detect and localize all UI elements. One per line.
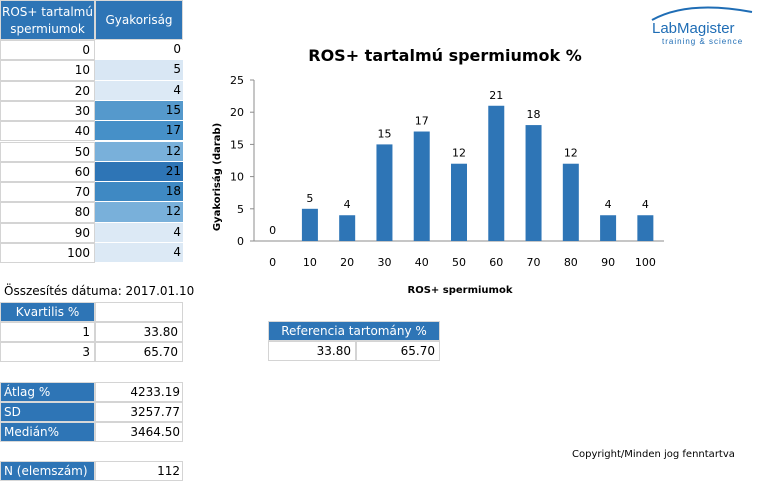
reference-header: Referencia tartomány % [268,321,440,341]
bar [339,215,356,241]
x-tick-label: 70 [527,256,541,269]
table-row-ros-value: 0 [0,40,95,61]
labmagister-logo: LabMagister training & science [648,4,756,48]
x-tick-label: 0 [269,256,276,269]
bar-data-label: 4 [642,198,649,211]
table-row-ros-value: 50 [0,141,95,162]
quartile-header: Kvartilis % [0,302,95,322]
x-tick-label: 50 [452,256,466,269]
bar [451,163,467,241]
stat-sd-label: SD [0,402,95,422]
x-tick-label: 20 [340,256,354,269]
reference-high: 65.70 [356,341,440,361]
bar-data-label: 17 [415,115,429,128]
table-row-ros-value: 60 [0,161,95,183]
bar-data-label: 4 [605,198,612,211]
table-row-ros-value: 100 [0,243,95,264]
table-row-frequency-value: 4 [95,243,183,264]
y-tick-label: 20 [230,106,244,119]
summary-date: Összesítés dátuma: 2017.01.10 [4,284,195,298]
bar [525,125,542,241]
x-tick-label: 90 [601,256,615,269]
logo-arc-icon [651,6,753,21]
x-tick-label: 10 [303,256,317,269]
table-row-frequency-value: 17 [95,121,183,142]
stat-mean-label: Átlag % [0,382,95,402]
n-label: N (elemszám) [0,461,95,481]
n-value: 112 [95,461,183,481]
table-header-frequency: Gyakoriság [95,0,183,40]
chart-y-axis-label: Gyakoriság (darab) [211,123,223,231]
bar [301,208,318,241]
table-header-ros-line2: spermiumok [10,22,85,36]
bar [488,105,505,241]
quartile-3-value: 65.70 [95,342,183,362]
table-row-ros-value: 80 [0,202,95,223]
x-tick-label: 40 [415,256,429,269]
bar-data-label: 4 [344,198,351,211]
x-tick-label: 100 [635,256,656,269]
copyright-notice: Copyright/Minden jog fenntartva [572,449,735,460]
bar-data-label: 21 [489,89,503,102]
table-header-ros: ROS+ tartalmú spermiumok [0,0,95,40]
y-tick-label: 25 [230,74,244,87]
chart-title: ROS+ tartalmú spermiumok % [308,46,582,65]
table-row-ros-value: 90 [0,222,95,243]
bar [413,131,430,241]
table-row-ros-value: 20 [0,80,95,101]
bar-data-label: 12 [564,147,578,160]
table-row-frequency-value: 5 [95,60,183,81]
bar-data-label: 15 [377,127,391,140]
reference-low: 33.80 [268,341,356,361]
bar-data-label: 12 [452,147,466,160]
quartile-1-value: 33.80 [95,322,183,342]
table-row-ros-value: 40 [0,121,95,142]
bar-data-label: 18 [527,108,541,121]
table-row-frequency-value: 15 [95,100,183,122]
y-tick-label: 0 [237,235,244,248]
logo-tagline: training & science [662,37,744,46]
stat-mean-value: 4233.19 [95,382,183,402]
table-row-frequency-value: 18 [95,182,183,203]
table-header-ros-line1: ROS+ tartalmú [2,5,93,19]
quartile-3-label: 3 [0,342,95,362]
table-row-frequency-value: 21 [95,161,183,183]
table-row-frequency-value: 12 [95,141,183,162]
table-row-ros-value: 10 [0,60,95,81]
bar [600,215,617,241]
stat-median-label: Medián% [0,422,95,442]
bar-data-label: 5 [306,192,313,205]
y-tick-label: 15 [230,138,244,151]
x-tick-label: 60 [489,256,503,269]
stat-sd-value: 3257.77 [95,402,183,422]
table-row-ros-value: 70 [0,182,95,203]
chart-x-axis-label: ROS+ spermiumok [408,285,513,296]
table-row-frequency-value: 4 [95,222,183,243]
x-tick-label: 30 [377,256,391,269]
x-tick-label: 80 [564,256,578,269]
quartile-header-blank [95,302,183,322]
bar [637,215,654,241]
table-row-ros-value: 30 [0,100,95,122]
table-row-frequency-value: 0 [95,40,183,61]
bar-data-label: 0 [269,224,276,237]
y-tick-label: 5 [237,203,244,216]
bar [562,163,579,241]
stat-median-value: 3464.50 [95,422,183,442]
table-row-frequency-value: 12 [95,202,183,223]
y-tick-label: 10 [230,171,244,184]
quartile-1-label: 1 [0,322,95,342]
logo-name: LabMagister [652,20,735,37]
ros-bar-chart: ROS+ tartalmú spermiumok % Gyakoriság (d… [211,46,664,296]
bar [376,144,393,241]
table-row-frequency-value: 4 [95,80,183,101]
